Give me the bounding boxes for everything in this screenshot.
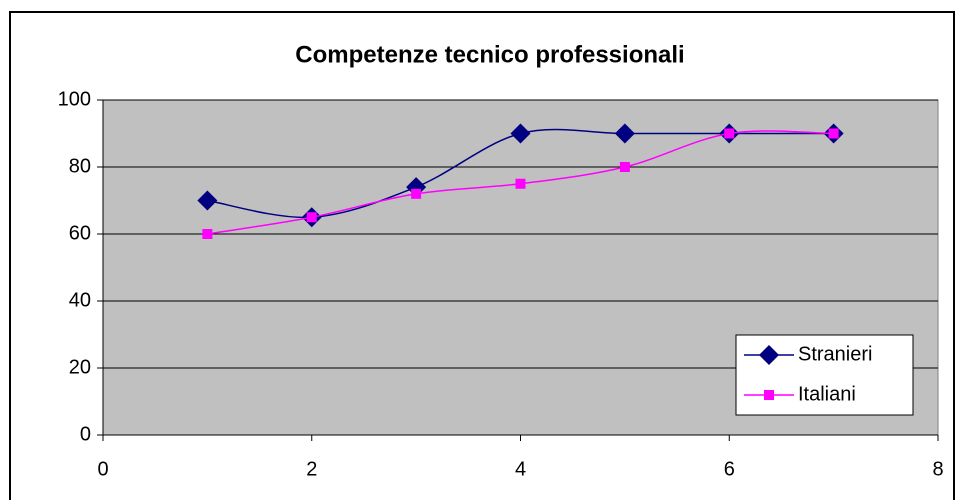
y-tick-label: 40 [69, 289, 91, 311]
marker [828, 128, 839, 139]
x-tick-label: 0 [97, 458, 108, 480]
x-tick-label: 2 [306, 458, 317, 480]
marker [619, 162, 630, 172]
chart-title: Competenze tecnico professionali [295, 41, 684, 68]
x-tick-label: 6 [724, 458, 735, 480]
marker [202, 229, 213, 239]
marker [724, 128, 735, 139]
y-tick-label: 60 [69, 222, 91, 244]
marker [515, 178, 526, 189]
x-tick-label: 4 [515, 458, 526, 480]
marker [197, 190, 218, 211]
y-tick-label: 20 [69, 356, 91, 378]
legend-label: Italiani [798, 383, 856, 405]
marker [510, 123, 531, 144]
legend-box [735, 334, 914, 416]
y-tick-label: 0 [80, 423, 91, 445]
marker [306, 212, 317, 223]
y-tick-label: 100 [58, 88, 91, 110]
marker [411, 188, 422, 199]
x-tick-label: 8 [932, 458, 943, 480]
marker [614, 123, 635, 144]
legend-label: Stranieri [798, 343, 872, 365]
marker [759, 345, 779, 365]
y-tick-label: 80 [69, 155, 91, 177]
marker [764, 390, 774, 400]
